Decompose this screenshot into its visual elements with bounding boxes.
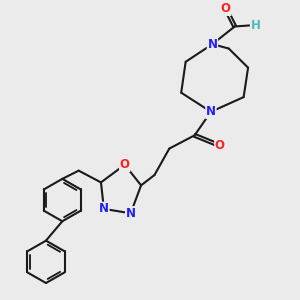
Text: O: O	[221, 2, 231, 15]
Text: O: O	[120, 158, 130, 171]
Text: O: O	[215, 139, 225, 152]
Text: N: N	[207, 38, 218, 51]
Text: N: N	[206, 105, 216, 118]
Text: H: H	[250, 19, 260, 32]
Text: N: N	[99, 202, 109, 215]
Text: N: N	[126, 207, 136, 220]
